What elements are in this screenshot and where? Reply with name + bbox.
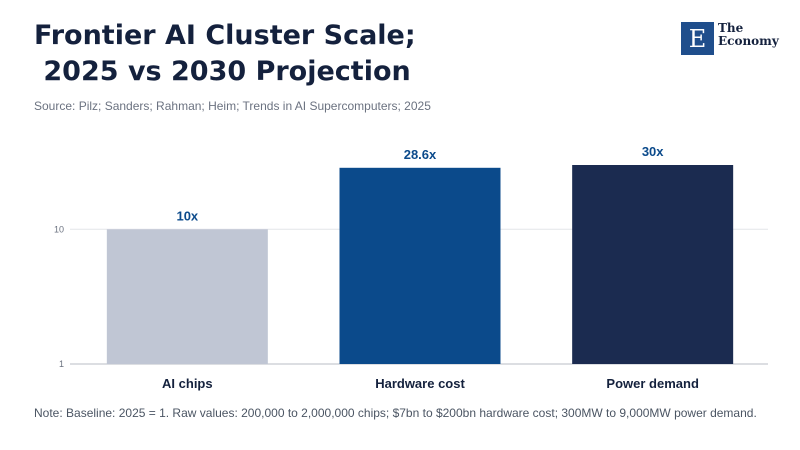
- chart-note: Note: Baseline: 2025 = 1. Raw values: 20…: [34, 406, 757, 420]
- bar-power-demand: [572, 165, 734, 364]
- brand-logo: E The Economy: [681, 22, 798, 55]
- y-tick-label: 10: [54, 224, 64, 234]
- x-tick-label: Power demand: [606, 376, 699, 391]
- logo-text: The Economy: [718, 21, 779, 48]
- x-tick-label: Hardware cost: [375, 376, 465, 391]
- data-label: 28.6x: [404, 147, 437, 162]
- bar-hardware-cost: [339, 167, 501, 364]
- x-tick-label: AI chips: [162, 376, 213, 391]
- bar-layer: [106, 165, 734, 364]
- y-tick-label: 1: [59, 359, 64, 369]
- chart-source: Source: Pilz; Sanders; Rahman; Heim; Tre…: [34, 99, 431, 113]
- label-layer: 10x AI chips 28.6x Hardware cost 30x Power de…: [162, 144, 699, 391]
- data-label: 10x: [176, 208, 198, 223]
- logo-mark: E: [681, 22, 714, 55]
- chart-title: Frontier AI Cluster Scale; 2025 vs 2030 …: [34, 20, 416, 87]
- data-label: 30x: [642, 144, 664, 159]
- bar-ai-chips: [106, 229, 268, 364]
